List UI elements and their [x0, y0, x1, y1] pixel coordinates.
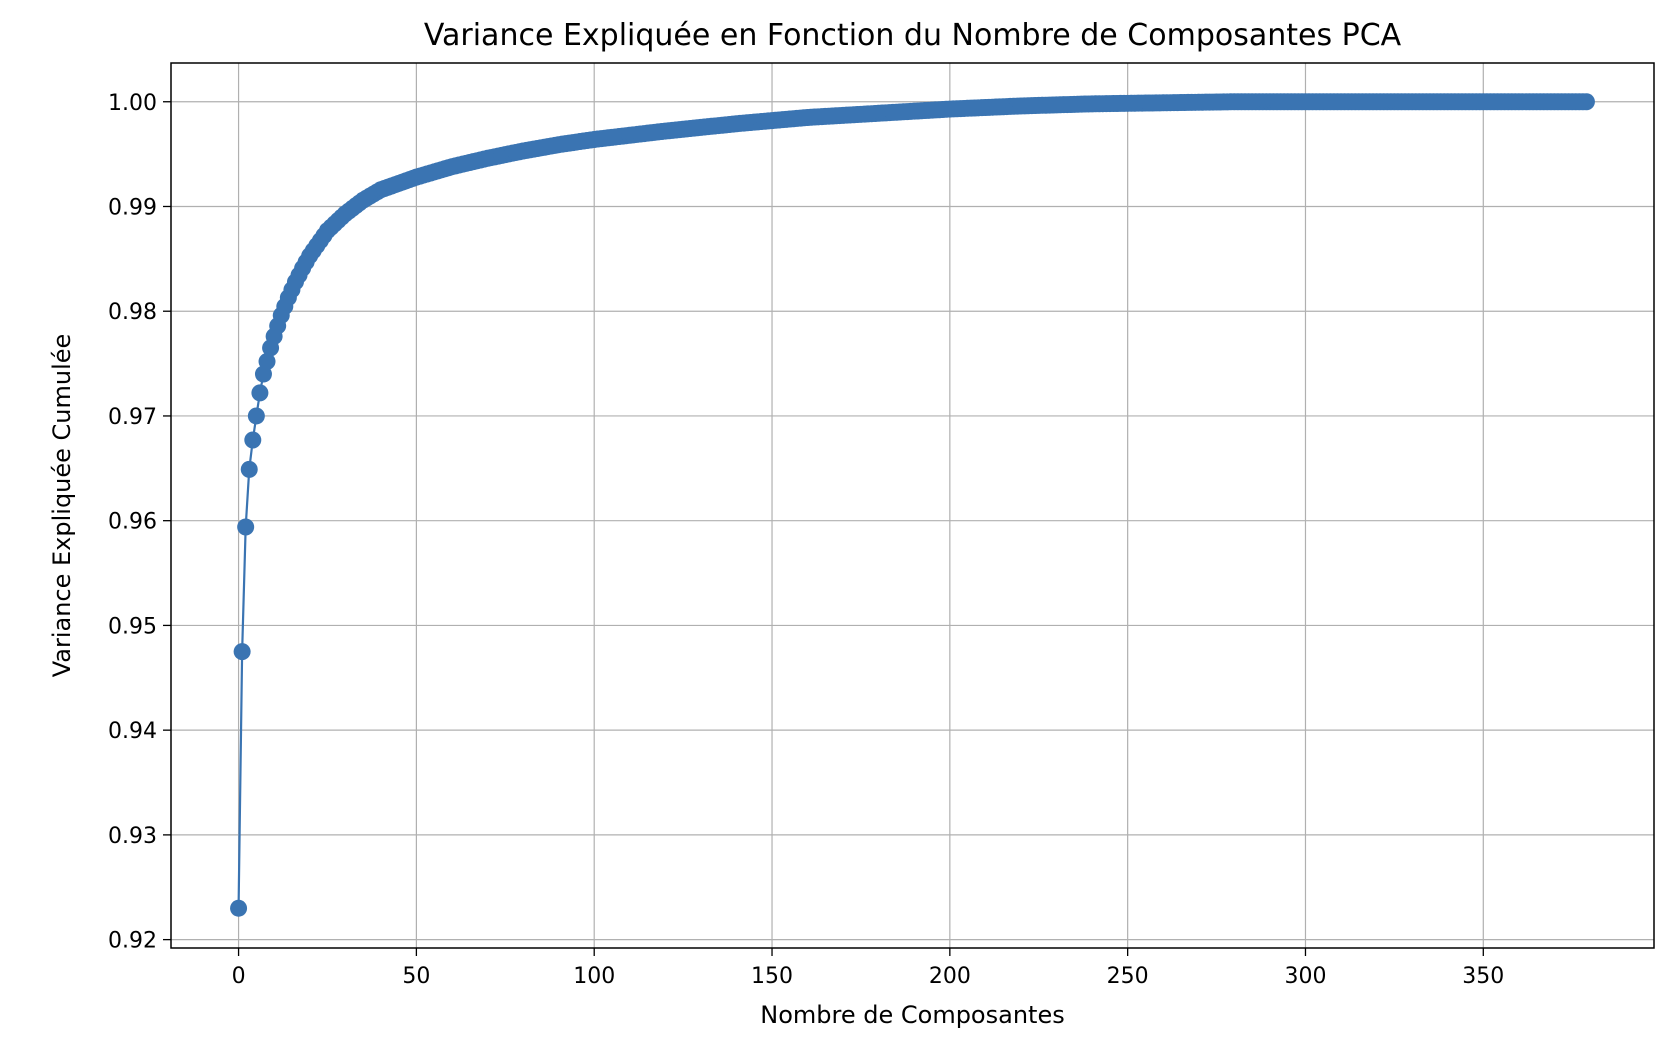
x-tick-label: 0	[232, 964, 246, 989]
x-tick-label: 350	[1462, 964, 1504, 989]
x-tick-label: 250	[1107, 964, 1149, 989]
y-tick-label: 0.98	[108, 300, 157, 325]
y-tick-label: 0.97	[108, 405, 157, 430]
y-tick-label: 0.95	[108, 614, 157, 639]
data-point	[1577, 93, 1595, 111]
axis-ticks: 0 50 100 150 200 250 300 350 0.92 0.93 0.94 0.95 0.9…	[108, 91, 1504, 989]
x-tick-label: 100	[573, 964, 615, 989]
x-tick-label: 300	[1284, 964, 1326, 989]
x-axis-title: Nombre de Composantes	[760, 1001, 1064, 1029]
data-point	[233, 643, 251, 661]
y-tick-label: 1.00	[108, 91, 157, 116]
y-tick-label: 0.93	[108, 824, 157, 849]
chart-title: Variance Expliquée en Fonction du Nombre…	[424, 18, 1402, 53]
x-tick-label: 50	[402, 964, 430, 989]
y-axis-title: Variance Expliquée Cumulée	[48, 334, 76, 678]
y-tick-label: 0.96	[108, 510, 157, 535]
data-point	[251, 384, 269, 402]
data-point	[244, 431, 262, 449]
x-tick-label: 150	[751, 964, 793, 989]
data-point	[247, 407, 265, 425]
data-point	[240, 460, 258, 478]
y-tick-label: 0.94	[108, 719, 157, 744]
x-tick-label: 200	[929, 964, 971, 989]
y-tick-label: 0.99	[108, 195, 157, 220]
data-point	[258, 352, 276, 370]
data-point	[237, 518, 255, 536]
grid	[171, 63, 1654, 948]
y-tick-label: 0.92	[108, 929, 157, 954]
data-point	[230, 899, 248, 917]
plot-frame	[170, 62, 1655, 949]
series-cumulative-variance	[230, 93, 1595, 917]
